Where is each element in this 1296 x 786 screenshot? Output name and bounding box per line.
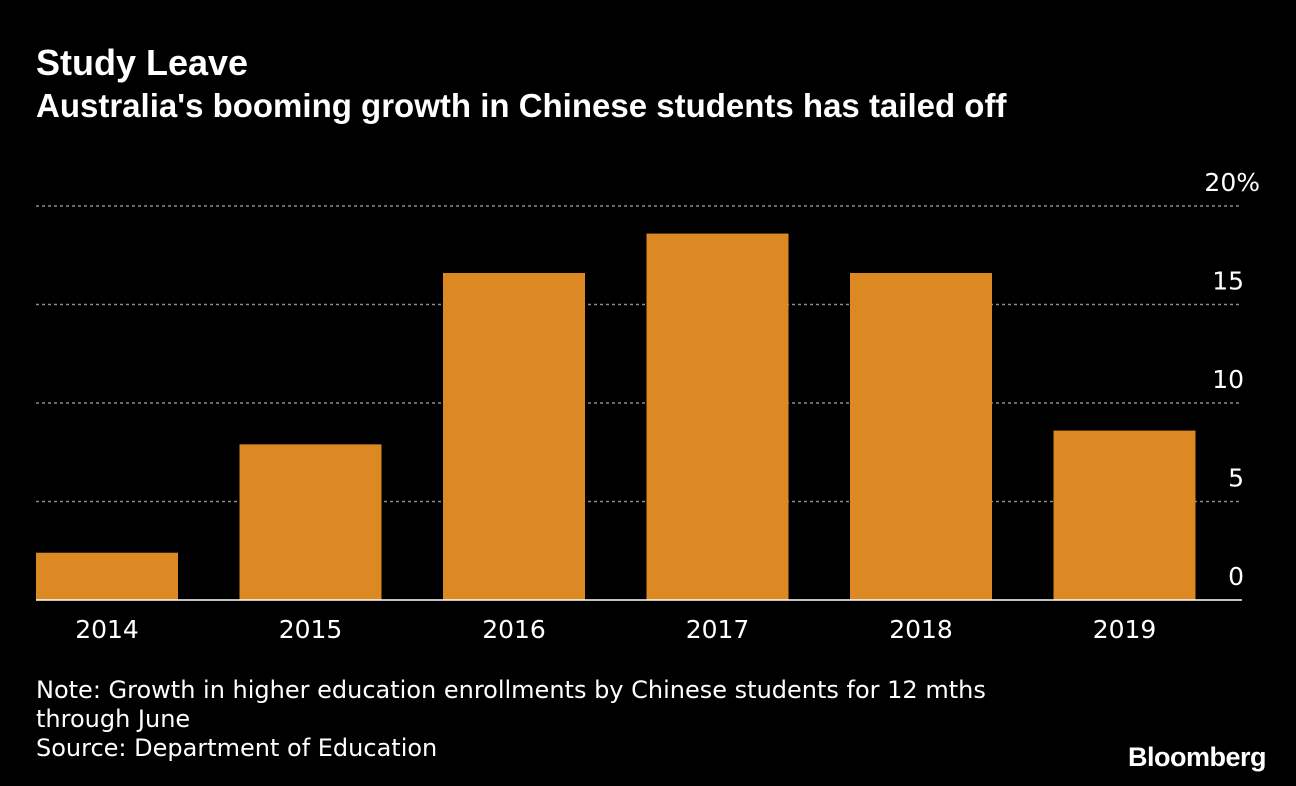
note-text-line1: Note: Growth in higher education enrollm… [36,676,986,704]
y-tick-label-10: 10 [1212,365,1244,394]
x-tick-label-2017: 2017 [686,615,750,644]
bar-2014 [36,552,178,600]
x-tick-label-2018: 2018 [889,615,953,644]
chart-title: Study Leave [36,42,249,83]
source-text: Source: Department of Education [36,734,438,762]
x-tick-label-2019: 2019 [1093,615,1157,644]
y-tick-label-15: 15 [1212,267,1244,296]
bar-2019 [1053,430,1196,600]
y-tick-label-20: 20% [1204,168,1260,197]
x-tick-label-2016: 2016 [482,615,546,644]
bar-2016 [443,272,585,600]
bar-2017 [646,233,789,600]
note-text-line2: through June [36,705,191,733]
bar-2018 [850,272,992,600]
chart-subtitle: Australia's booming growth in Chinese st… [36,87,1007,124]
y-tick-label-5: 5 [1228,464,1244,493]
chart-footer: Note: Growth in higher education enrollm… [36,676,1036,763]
bar-2015 [239,444,382,600]
x-tick-label-2015: 2015 [279,615,343,644]
x-tick-label-2014: 2014 [75,615,139,644]
y-tick-label-0: 0 [1228,562,1244,591]
bloomberg-logo: Bloomberg [1128,742,1267,772]
